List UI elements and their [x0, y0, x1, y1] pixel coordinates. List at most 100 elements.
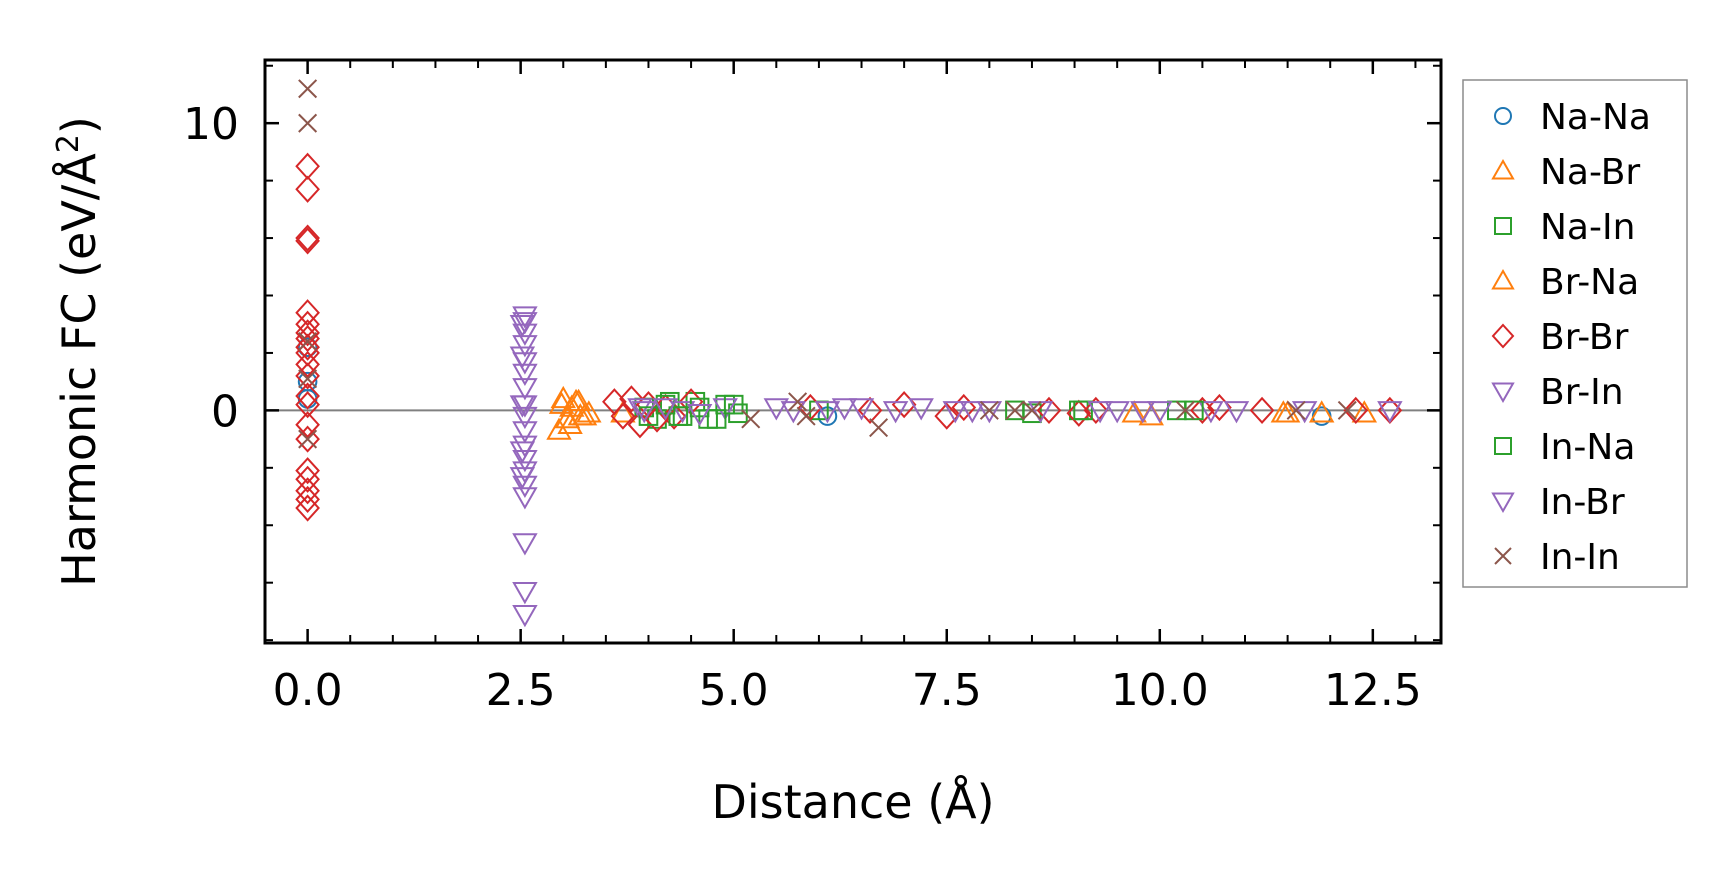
- data-point: [298, 113, 318, 133]
- data-point: [512, 406, 538, 430]
- legend-item-in-br: In-Br: [1491, 482, 1625, 523]
- y-axis-label-main: Harmonic FC (eV/Å: [52, 153, 106, 587]
- y-axis-label-tail: ): [52, 116, 106, 134]
- y-tick-label: 10: [183, 99, 239, 150]
- data-point: [763, 398, 790, 421]
- data-point: [706, 409, 727, 429]
- legend-marker: [1494, 437, 1512, 455]
- x-tick-label: 2.5: [486, 665, 556, 716]
- x-tick-label: 0.0: [273, 665, 343, 716]
- data-point: [1147, 401, 1173, 424]
- data-point: [627, 398, 653, 421]
- legend-label: Br-Br: [1540, 317, 1629, 358]
- series-br-in: [512, 306, 1403, 628]
- data-point: [509, 441, 536, 464]
- legend-label: Na-Na: [1540, 97, 1651, 138]
- data-point: [297, 337, 318, 357]
- data-point: [298, 369, 318, 389]
- data-point: [1198, 401, 1224, 424]
- legend-marker: [1494, 547, 1512, 565]
- data-point: [548, 391, 575, 414]
- data-point: [796, 406, 816, 426]
- data-point: [509, 346, 536, 369]
- x-tick-label: 10.0: [1111, 665, 1209, 716]
- legend-label: Br-Na: [1540, 262, 1639, 303]
- data-point: [512, 421, 538, 444]
- data-point: [638, 406, 659, 426]
- data-point: [512, 306, 538, 329]
- data-point: [869, 418, 889, 438]
- legend-label: In-Na: [1540, 427, 1635, 468]
- data-point: [831, 398, 858, 421]
- data-point: [512, 605, 538, 628]
- legend-item-na-na: Na-Na: [1494, 97, 1651, 138]
- data-point: [1104, 401, 1130, 424]
- data-point: [550, 385, 576, 409]
- data-point: [1005, 400, 1025, 420]
- data-point: [788, 392, 808, 412]
- legend-label: In-Br: [1540, 482, 1625, 523]
- legend-label: Na-Br: [1540, 152, 1640, 193]
- series-in-br: [509, 314, 1250, 490]
- data-point: [1073, 400, 1093, 421]
- data-point: [1286, 400, 1306, 420]
- legend-item-in-in: In-In: [1494, 537, 1620, 578]
- data-point: [619, 385, 644, 413]
- legend-label: Br-In: [1540, 372, 1624, 413]
- data-point: [668, 406, 689, 426]
- y-axis-label: Harmonic FC (eV/Å2): [51, 116, 107, 587]
- data-point: [295, 382, 320, 410]
- data-point: [295, 494, 320, 522]
- data-point: [686, 403, 713, 427]
- data-point: [1351, 400, 1378, 423]
- data-point: [509, 395, 536, 418]
- legend-marker: [1491, 382, 1515, 404]
- data-point: [512, 475, 538, 499]
- series-layer: [295, 79, 1403, 628]
- data-point: [1249, 396, 1275, 424]
- data-point: [512, 323, 538, 346]
- data-point: [652, 398, 679, 421]
- data-point: [509, 467, 536, 490]
- data-point: [976, 401, 1003, 424]
- data-point: [295, 485, 320, 513]
- data-point: [882, 401, 909, 424]
- data-point: [857, 396, 883, 424]
- data-point: [295, 224, 320, 252]
- legend-marker: [1494, 217, 1512, 235]
- y-axis-label-superscript: 2: [51, 134, 86, 153]
- x-tick-label: 12.5: [1324, 665, 1422, 716]
- legend-item-br-br: Br-Br: [1491, 317, 1629, 358]
- data-point: [661, 402, 687, 430]
- legend-item-na-in: Na-In: [1494, 207, 1635, 248]
- legend-item-br-na: Br-Na: [1491, 262, 1639, 303]
- data-point: [979, 400, 999, 420]
- data-point: [908, 398, 934, 421]
- data-point: [1121, 400, 1147, 423]
- data-point: [295, 227, 320, 255]
- data-point: [295, 333, 320, 361]
- ticks-layer: [264, 60, 1441, 643]
- data-point: [512, 533, 538, 556]
- data-point: [512, 378, 538, 401]
- x-tick-label: 5.0: [699, 665, 769, 716]
- data-point: [512, 487, 538, 510]
- data-point: [1308, 400, 1335, 423]
- data-point: [934, 402, 960, 430]
- data-point: [565, 388, 592, 412]
- legend: Na-Na Na-Br Na-In Br-Na Br-Br Br-In In-Na In-Br…: [1462, 79, 1688, 588]
- data-point: [1377, 401, 1403, 424]
- data-point: [1337, 400, 1357, 420]
- data-point: [557, 411, 583, 434]
- legend-marker: [1491, 158, 1515, 180]
- data-point: [1343, 396, 1369, 424]
- data-point: [298, 79, 318, 99]
- data-point: [509, 314, 536, 338]
- data-point: [512, 582, 538, 605]
- legend-items: Na-Na Na-Br Na-In Br-Na Br-Br Br-In In-Na In-Br…: [1491, 97, 1651, 578]
- series-in-in: [298, 79, 1357, 449]
- data-point: [1223, 401, 1250, 424]
- data-point: [848, 398, 875, 421]
- legend-item-na-br: Na-Br: [1491, 152, 1640, 193]
